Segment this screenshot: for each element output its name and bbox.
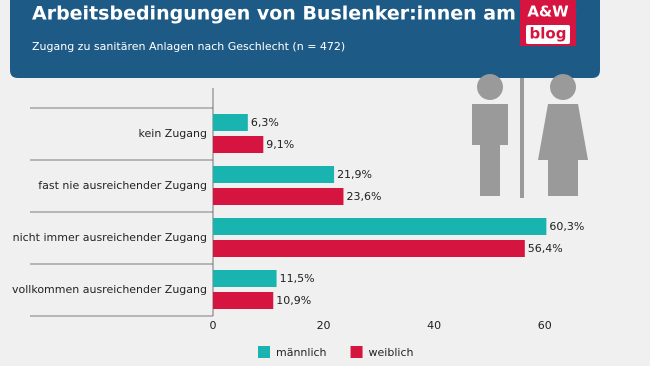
header-band bbox=[0, 0, 600, 78]
logo-inner bbox=[526, 25, 570, 44]
bar bbox=[213, 166, 335, 183]
x-tick-label: 0 bbox=[210, 319, 217, 332]
bar bbox=[213, 114, 248, 131]
bar bbox=[213, 270, 277, 287]
legend-swatch bbox=[258, 346, 270, 358]
bar bbox=[213, 240, 525, 257]
toilet-icon bbox=[472, 74, 588, 198]
category-label: vollkommen ausreichender Zugang bbox=[12, 283, 207, 296]
x-tick-label: 40 bbox=[427, 319, 441, 332]
bar bbox=[213, 188, 344, 205]
x-tick-label: 20 bbox=[317, 319, 331, 332]
bar bbox=[213, 136, 264, 153]
category-label: fast nie ausreichender Zugang bbox=[38, 179, 207, 192]
value-label: 60,3% bbox=[549, 220, 584, 233]
value-label: 11,5% bbox=[280, 272, 315, 285]
value-label: 21,9% bbox=[337, 168, 372, 181]
bar bbox=[213, 218, 547, 235]
legend-label: männlich bbox=[276, 346, 327, 359]
chart-subtitle: Zugang zu sanitären Anlagen nach Geschle… bbox=[32, 40, 345, 53]
category-label: kein Zugang bbox=[139, 127, 207, 140]
value-label: 6,3% bbox=[251, 116, 279, 129]
value-label: 23,6% bbox=[346, 190, 381, 203]
value-label: 10,9% bbox=[276, 294, 311, 307]
category-label: nicht immer ausreichender Zugang bbox=[13, 231, 207, 244]
bar bbox=[213, 292, 274, 309]
legend-label: weiblich bbox=[369, 346, 414, 359]
logo-top: A&W bbox=[527, 3, 569, 21]
logo-bottom: blog bbox=[530, 25, 567, 43]
x-tick-label: 60 bbox=[538, 319, 552, 332]
value-label: 56,4% bbox=[528, 242, 563, 255]
chart-title: Arbeitsbedingungen von Buslenker:innen a… bbox=[32, 3, 577, 25]
value-label: 9,1% bbox=[266, 138, 294, 151]
legend-swatch bbox=[350, 346, 363, 358]
